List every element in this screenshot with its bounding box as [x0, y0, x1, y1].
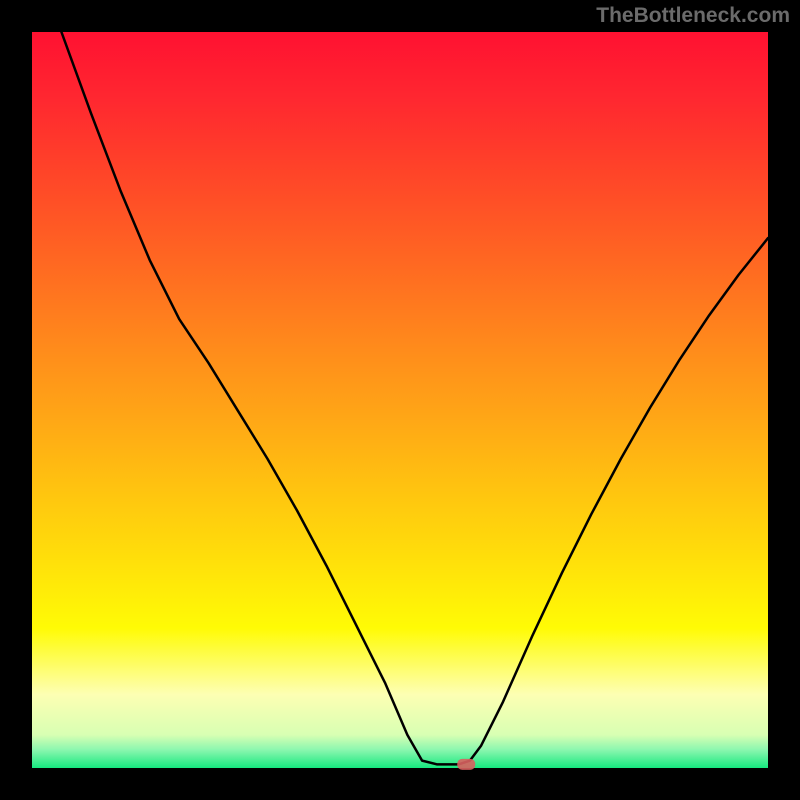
- bottleneck-chart: [0, 0, 800, 800]
- optimal-marker: [457, 759, 475, 770]
- watermark-text: TheBottleneck.com: [596, 4, 790, 28]
- chart-container: TheBottleneck.com: [0, 0, 800, 800]
- plot-background: [32, 32, 768, 768]
